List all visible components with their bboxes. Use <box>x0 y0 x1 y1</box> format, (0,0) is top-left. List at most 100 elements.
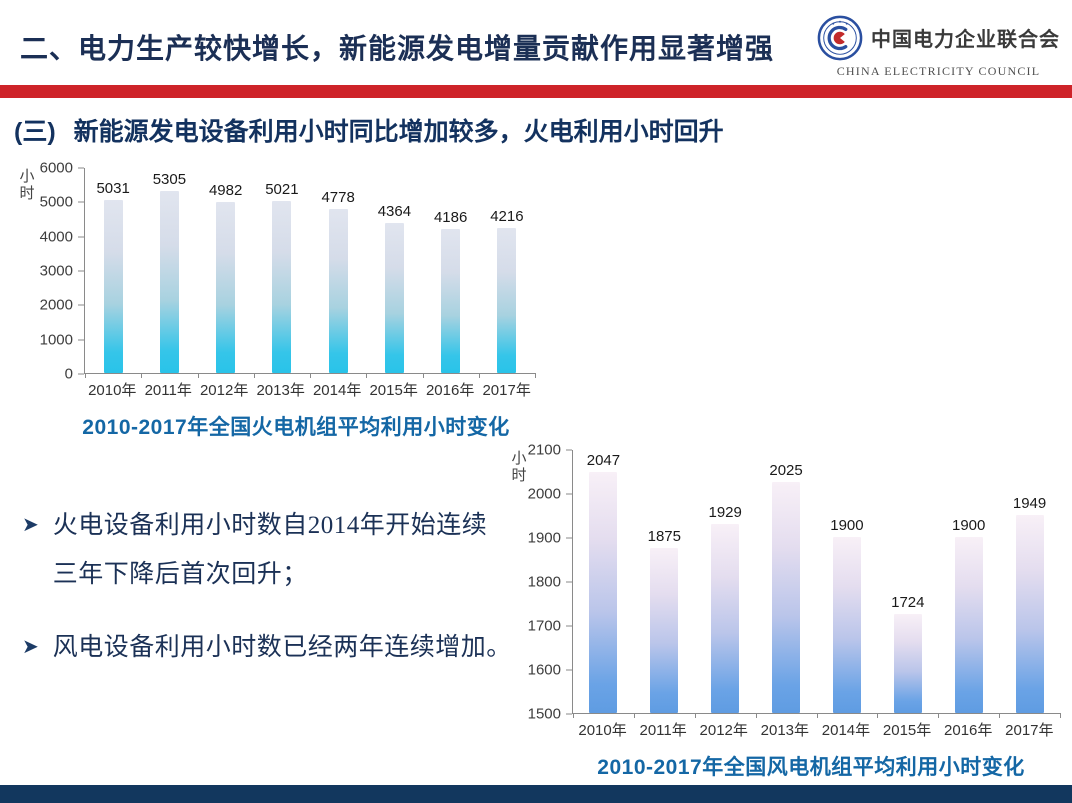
bar-group: 1900 <box>952 450 985 713</box>
bar-group: 2047 <box>587 450 620 713</box>
bullet-text: 风电设备利用小时数已经两年连续增加。 <box>52 633 512 661</box>
x-tick-label: 2012年 <box>199 382 249 399</box>
section-title-text: 新能源发电设备利用小时同比增加较多，火电利用小时回升 <box>73 118 724 146</box>
wind-chart-x-axis: 2010年 2011年 2012年 2013年 2014年 2015年 2016年 2017年 <box>572 719 1060 740</box>
x-tick-label: 2011年 <box>639 722 687 739</box>
x-tick-label: 2012年 <box>699 722 748 739</box>
bar-value-label: 4982 <box>208 182 243 199</box>
bar <box>216 202 236 373</box>
cec-logo: 中国电力企业联合会 CHINA ELECTRICITY COUNCIL <box>817 15 1060 79</box>
bar <box>384 223 404 373</box>
section-number: (三) <box>14 118 56 146</box>
cec-emblem-icon <box>817 15 863 60</box>
bar-group: 1929 <box>709 450 742 713</box>
bar <box>893 614 922 713</box>
thermal-chart-title: 2010-2017年全国火电机组平均利用小时变化 <box>82 416 510 439</box>
y-tick-label: 6000 <box>39 159 73 177</box>
bar <box>589 472 618 713</box>
bullet-text: 火电设备利用小时数自2014年开始连续三年下降后首次回升； <box>52 512 488 588</box>
bar <box>103 200 123 373</box>
bar-value-label: 1900 <box>830 517 864 534</box>
bar-value-label: 1929 <box>708 504 742 522</box>
bar-value-label: 4186 <box>433 209 468 227</box>
y-tick-label: 1600 <box>527 661 561 679</box>
x-tick-label: 2013年 <box>760 722 810 739</box>
thermal-chart-y-axis-label: 小时 <box>17 168 35 202</box>
x-tick-label: 2014年 <box>312 382 362 399</box>
bar-value-label: 1949 <box>1012 495 1047 513</box>
section-subtitle: (三) 新能源发电设备利用小时同比增加较多，火电利用小时回升 <box>14 112 1062 148</box>
bar-value-label: 2025 <box>769 462 803 479</box>
y-tick-label: 5000 <box>39 193 73 211</box>
bar-group: 4982 <box>209 168 242 373</box>
bar-value-label: 4364 <box>377 203 412 221</box>
list-item: ➤ 风电设备利用小时数已经两年连续增加。 <box>22 624 512 673</box>
bar <box>497 228 517 373</box>
bar-group: 4778 <box>321 168 355 373</box>
bar-value-label: 5031 <box>96 180 130 198</box>
y-tick-label: 3000 <box>39 262 73 280</box>
bar <box>1015 515 1044 713</box>
y-tick-label: 2100 <box>527 441 561 459</box>
bar-group: 2025 <box>769 450 803 713</box>
bar-value-label: 2047 <box>586 452 621 470</box>
slide-title: 二、电力生产较快增长，新能源发电增量贡献作用显著增强 <box>20 32 775 64</box>
bar-group: 4186 <box>434 168 467 373</box>
wind-chart-plot-area: 2047 1875 1929 2025 1900 1724 1900 1949 <box>572 450 1061 718</box>
logo-name-cn: 中国电力企业联合会 <box>871 29 1060 51</box>
list-item: ➤ 火电设备利用小时数自2014年开始连续三年下降后首次回升； <box>22 502 512 600</box>
bar-group: 4216 <box>490 168 524 373</box>
wind-power-utilization-chart: 小时 2100 2000 1900 1800 1700 1600 1500 2047 1875… <box>509 442 1062 781</box>
thermal-chart-x-axis: 2010年 2011年 2012年 2013年 2014年 2015年 2016年 2017年 <box>84 379 535 400</box>
x-tick-label: 2010年 <box>578 722 627 739</box>
y-tick-label: 1700 <box>527 617 561 635</box>
x-tick-label: 2017年 <box>1005 722 1054 739</box>
bar <box>328 209 348 373</box>
bar-value-label: 1875 <box>647 528 681 545</box>
x-tick-label: 2011年 <box>144 382 192 399</box>
bar-value-label: 4216 <box>490 208 524 226</box>
y-tick-label: 1000 <box>39 331 73 349</box>
x-tick-label: 2015年 <box>369 382 418 399</box>
bar <box>711 524 740 713</box>
y-tick-label: 1500 <box>527 705 561 723</box>
wind-chart-y-axis-label: 小时 <box>509 450 527 484</box>
y-tick-label: 1800 <box>527 573 561 591</box>
y-tick-label: 0 <box>64 365 73 383</box>
arrow-bullet-icon: ➤ <box>22 635 39 658</box>
bar <box>954 537 983 713</box>
bar <box>272 200 292 373</box>
bar-group: 1724 <box>891 450 925 713</box>
key-points-list: ➤ 火电设备利用小时数自2014年开始连续三年下降后首次回升； ➤ 风电设备利用… <box>22 502 512 696</box>
bar-group: 4364 <box>378 168 411 373</box>
x-tick-label: 2015年 <box>882 722 932 739</box>
x-tick-label: 2014年 <box>821 722 871 739</box>
x-tick-label: 2013年 <box>256 382 305 399</box>
bar-value-label: 4778 <box>321 189 355 206</box>
x-tick-label: 2010年 <box>88 382 137 399</box>
bar-value-label: 1900 <box>952 517 986 534</box>
y-tick-label: 4000 <box>39 228 73 246</box>
thermal-power-utilization-chart: 小时 6000 5000 4000 3000 2000 1000 0 5031 5305 498… <box>16 160 536 441</box>
bar-group: 1900 <box>830 450 864 713</box>
x-tick-label: 2016年 <box>944 722 993 739</box>
wind-chart-title: 2010-2017年全国风电机组平均利用小时变化 <box>597 756 1025 779</box>
x-tick-label: 2016年 <box>425 382 475 399</box>
bar-group: 5021 <box>265 168 299 373</box>
red-divider-band <box>0 85 1072 98</box>
thermal-chart-y-axis: 6000 5000 4000 3000 2000 1000 0 <box>36 160 84 383</box>
y-tick-label: 1900 <box>527 529 561 547</box>
thermal-chart-plot-area: 5031 5305 4982 5021 4778 4364 4186 4216 <box>84 168 536 378</box>
x-tick-label: 2017年 <box>482 382 531 399</box>
bar <box>159 190 179 373</box>
bar <box>832 537 861 713</box>
bar-value-label: 1724 <box>891 594 925 612</box>
slide-header: 二、电力生产较快增长，新能源发电增量贡献作用显著增强 中国电力企业联合会 CHI… <box>0 0 1072 85</box>
bar-group: 1875 <box>648 450 681 713</box>
wind-chart-y-axis: 2100 2000 1900 1800 1700 1600 1500 <box>526 442 572 723</box>
bar-group: 5305 <box>153 168 186 373</box>
y-tick-label: 2000 <box>39 296 73 314</box>
arrow-bullet-icon: ➤ <box>22 514 39 536</box>
y-tick-label: 2000 <box>527 485 561 503</box>
